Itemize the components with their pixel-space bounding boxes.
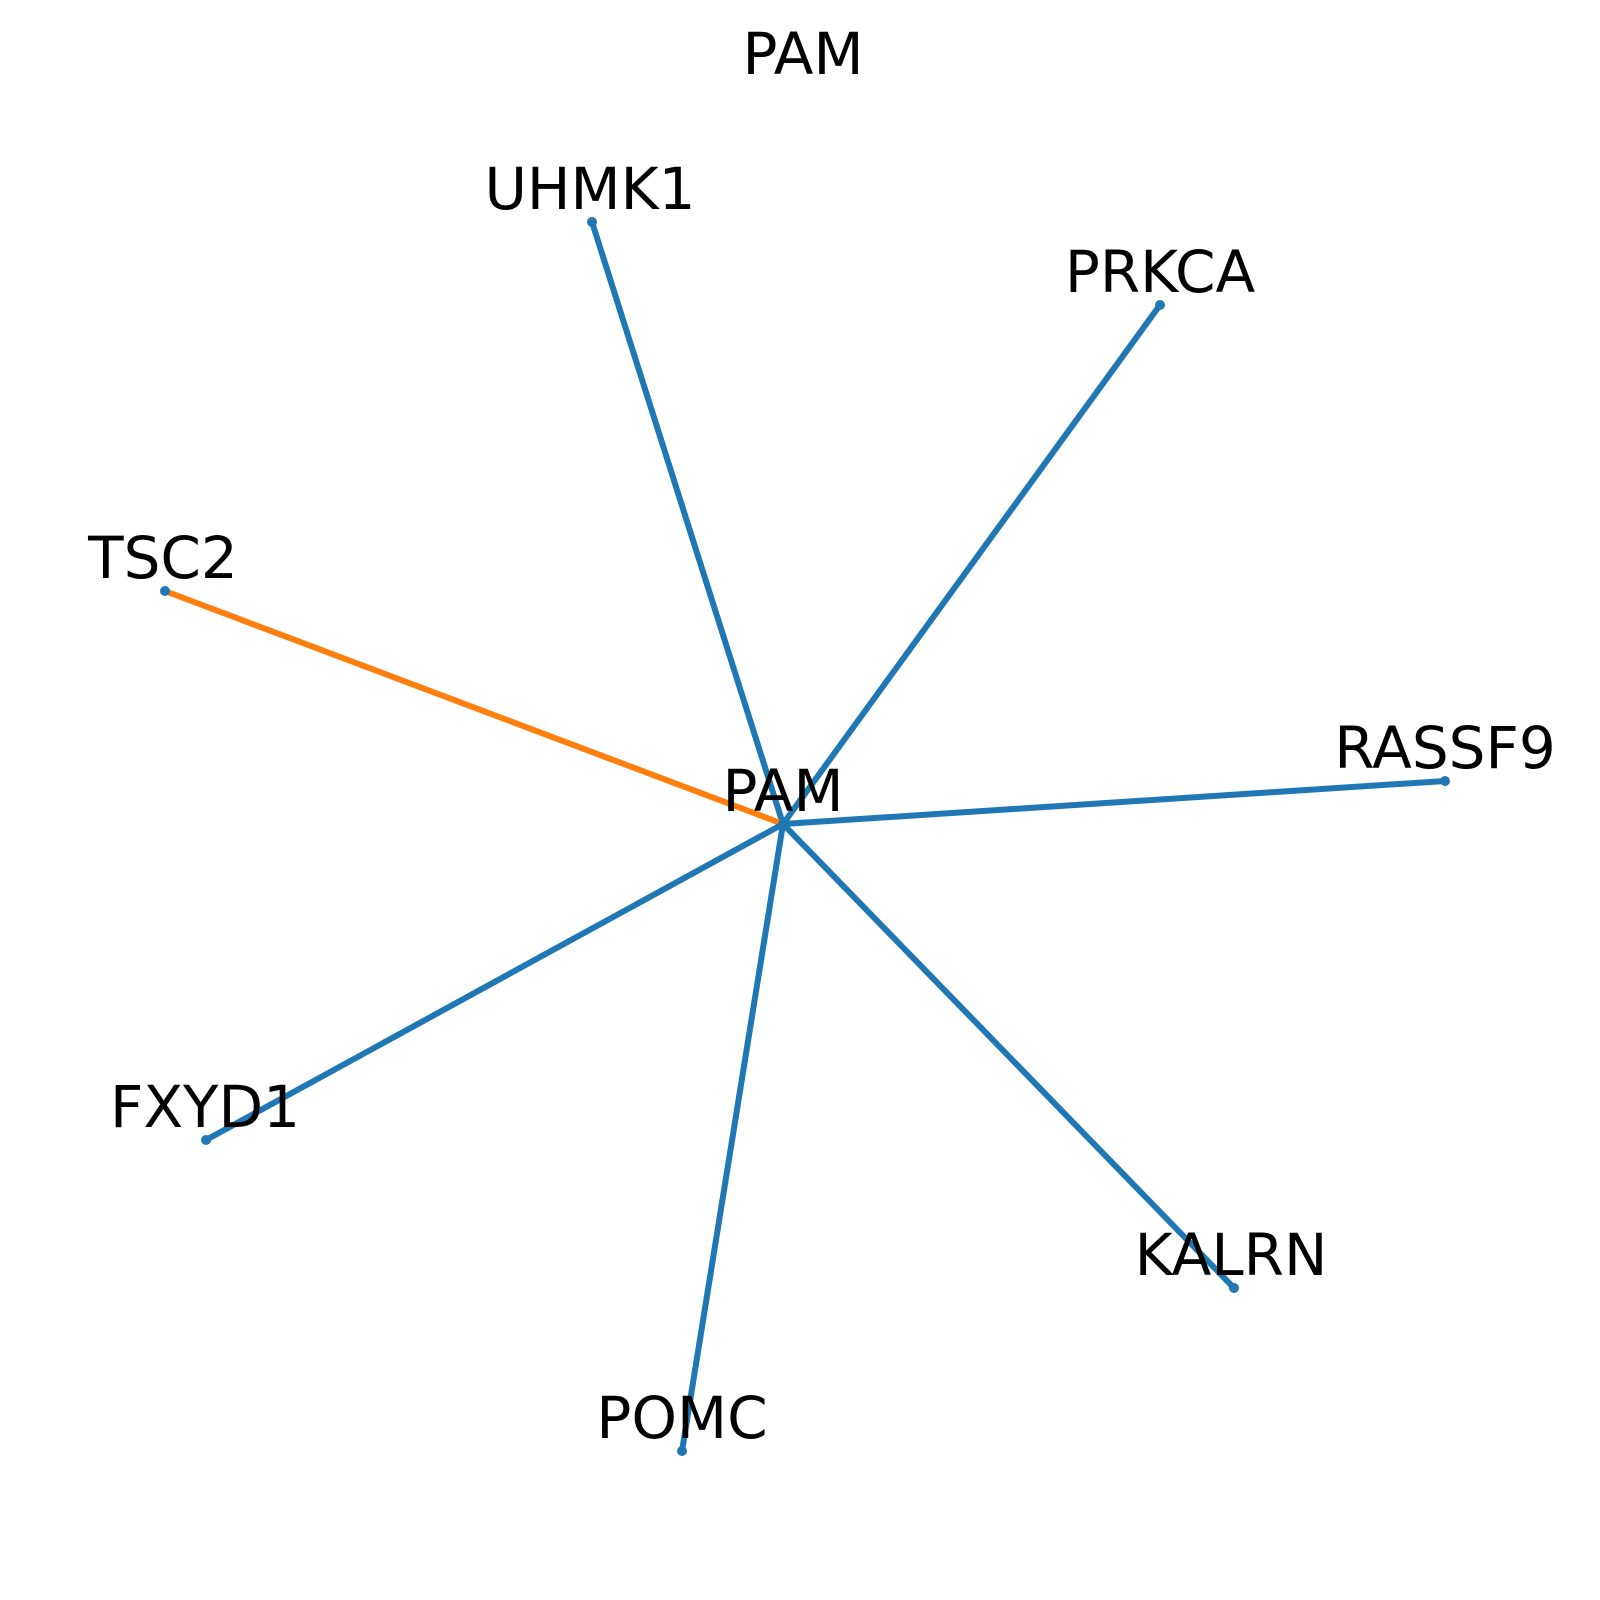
edge-pam-kalrn (780, 821, 1237, 1291)
node-label-prkca: PRKCA (1065, 238, 1256, 306)
edge-pam-fxyd1 (204, 821, 785, 1143)
node-rassf9 (1440, 776, 1450, 786)
node-label-rassf9: RASSF9 (1334, 714, 1556, 782)
node-tsc2 (160, 586, 170, 596)
edges-layer (163, 221, 1446, 1452)
node-label-uhmk1: UHMK1 (484, 155, 695, 223)
edge-pam-pomc (679, 823, 786, 1452)
node-pam (778, 819, 788, 829)
node-pomc (677, 1446, 687, 1456)
nodes-layer (160, 217, 1450, 1456)
node-prkca (1155, 300, 1165, 310)
node-kalrn (1229, 1283, 1239, 1293)
node-label-pomc: POMC (596, 1384, 767, 1452)
edge-pam-tsc2 (163, 588, 785, 827)
node-uhmk1 (587, 217, 597, 227)
node-fxyd1 (201, 1135, 211, 1145)
labels-layer: UHMK1 PRKCA TSC2 RASSF9 FXYD1 KALRN POMC PAM (87, 155, 1556, 1452)
node-label-kalrn: KALRN (1135, 1221, 1328, 1289)
edge-pam-rassf9 (782, 778, 1446, 827)
edge-pam-uhmk1 (589, 221, 786, 825)
edge-pam-prkca (780, 303, 1163, 826)
node-label-pam: PAM (723, 757, 844, 825)
node-label-fxyd1: FXYD1 (110, 1073, 300, 1141)
node-label-tsc2: TSC2 (87, 524, 238, 592)
graph-title: PAM (743, 20, 864, 88)
